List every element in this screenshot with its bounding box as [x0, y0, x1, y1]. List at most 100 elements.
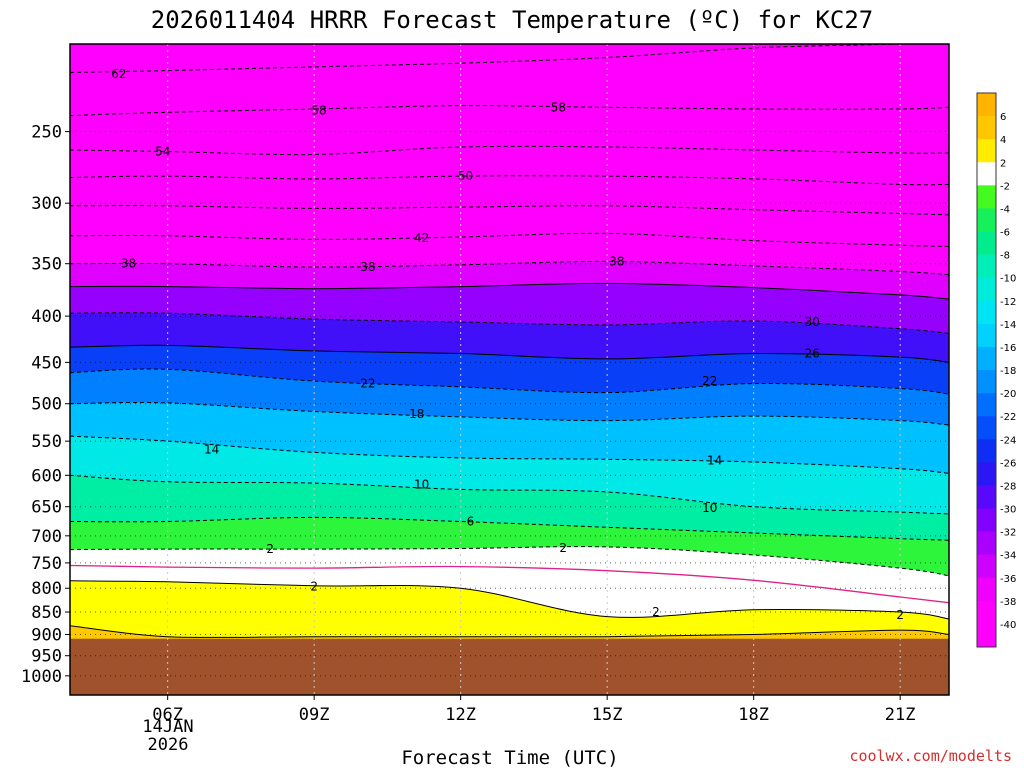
- x-date-year: 2026: [148, 735, 189, 755]
- colorbar-segment: [977, 346, 996, 371]
- isotherm-m30: [70, 312, 949, 334]
- colorbar-segment: [977, 185, 996, 209]
- x-tick-label: 06Z: [152, 705, 183, 725]
- contour-label-16: 10: [414, 477, 429, 491]
- colorbar-segment: [977, 416, 996, 440]
- contour-label-text: 6: [467, 515, 475, 529]
- contour-label-4: 50: [458, 169, 473, 183]
- contour-label-22: 2: [652, 605, 660, 619]
- colorbar-segment: [977, 208, 996, 232]
- colorbar-segment: [977, 577, 996, 602]
- colorbar-label: -2: [1000, 181, 1010, 192]
- isotherm-m62: [70, 44, 916, 73]
- isotherm-m14: [70, 435, 949, 474]
- colorbar-label: -10: [1000, 274, 1016, 285]
- isotherm-m6: [70, 516, 949, 541]
- contour-label-9: 30: [805, 315, 820, 329]
- isotherm-m54: [70, 145, 949, 156]
- contour-label-23: 2: [896, 608, 904, 622]
- contour-label-text: 42: [414, 231, 429, 245]
- isotherm-warm-2: [70, 625, 949, 638]
- colorbar-segment: [977, 300, 996, 325]
- y-tick-label: 500: [31, 395, 62, 415]
- temperature-bands: [70, 44, 949, 695]
- colorbar-segment: [977, 600, 996, 625]
- contour-label-14: 14: [204, 443, 219, 457]
- contour-label-text: 50: [458, 169, 473, 183]
- y-tick-label: 600: [31, 466, 62, 486]
- contour-label-6: 38: [121, 257, 136, 271]
- colorbar-label: 2: [1000, 158, 1006, 169]
- x-axis-ticks: 06Z 09Z 12Z 15Z 18Z 21Z: [152, 695, 916, 725]
- colorbar-label: -38: [1000, 597, 1016, 608]
- contour-label-19: 2: [266, 542, 274, 556]
- isotherm-m10: [70, 474, 949, 515]
- colorbar-label: -16: [1000, 343, 1016, 354]
- contour-label-text: 22: [702, 374, 717, 388]
- colorbar-label: -8: [1000, 251, 1010, 262]
- contour-label-text: 38: [360, 260, 375, 274]
- contour-label-1: 58: [311, 104, 326, 118]
- credit-text: coolwx.com/modelts: [849, 747, 1012, 765]
- contour-label-text: 2: [310, 579, 318, 593]
- contour-label-10: 26: [805, 347, 820, 361]
- contour-label-text: 10: [702, 501, 717, 515]
- contour-label-text: 58: [311, 104, 326, 118]
- y-tick-label: 450: [31, 353, 62, 373]
- isotherm-lines: [70, 44, 949, 638]
- y-tick-label: 900: [31, 625, 62, 645]
- y-tick-label: 800: [31, 579, 62, 599]
- contour-label-8: 38: [609, 254, 624, 268]
- colorbar-label: -4: [1000, 204, 1010, 215]
- colorbar-label: -24: [1000, 435, 1016, 446]
- colorbar-label: -40: [1000, 620, 1016, 631]
- contour-label-3: 54: [155, 145, 170, 159]
- chart-title: 2026011404 HRRR Forecast Temperature (ºC…: [151, 6, 873, 34]
- contour-label-12: 22: [702, 374, 717, 388]
- colorbar-label: -36: [1000, 574, 1016, 585]
- contour-label-text: 14: [204, 443, 219, 457]
- isotherm-m22: [70, 368, 949, 395]
- colorbar-segment: [977, 93, 996, 117]
- y-tick-label: 850: [31, 603, 62, 623]
- contour-label-text: 38: [121, 257, 136, 271]
- contour-label-text: 38: [609, 254, 624, 268]
- colorbar-label: -6: [1000, 228, 1010, 239]
- ground-surface: [70, 638, 949, 695]
- colorbar-segment: [977, 485, 996, 509]
- colorbar-segment: [977, 531, 996, 555]
- colorbar-label: -26: [1000, 458, 1016, 469]
- plot-frame: [69, 43, 950, 696]
- x-axis-label: Forecast Time (UTC): [401, 747, 618, 768]
- colorbar-segment: [977, 393, 996, 417]
- contour-label-text: 58: [551, 100, 566, 114]
- y-tick-label: 350: [31, 255, 62, 275]
- isotherm-2: [70, 580, 949, 620]
- contour-label-text: 2: [559, 541, 567, 555]
- colorbar-label: -20: [1000, 389, 1016, 400]
- colorbar-segment: [977, 139, 996, 163]
- colorbar-label: -18: [1000, 366, 1016, 377]
- isotherm-m50: [70, 175, 949, 186]
- x-date-day: 14JAN: [142, 717, 193, 737]
- colorbar-segment: [977, 231, 996, 255]
- x-tick-label: 18Z: [738, 705, 769, 725]
- colorbar-label: -22: [1000, 412, 1016, 423]
- contour-label-18: 6: [467, 515, 475, 529]
- isotherm-m38: [70, 260, 949, 276]
- isotherm-m26: [70, 344, 949, 363]
- contour-label-text: 2: [652, 605, 660, 619]
- y-tick-label: 550: [31, 432, 62, 452]
- x-tick-label: 21Z: [885, 705, 916, 725]
- contour-label-5: 42: [414, 231, 429, 245]
- isotherm-m18: [70, 401, 949, 426]
- contour-label-13: 18: [409, 407, 424, 421]
- contour-label-2: 58: [551, 100, 566, 114]
- isotherm-m46: [70, 205, 949, 216]
- contour-label-text: 30: [805, 315, 820, 329]
- colorbar-label: -34: [1000, 551, 1016, 562]
- y-tick-label: 300: [31, 194, 62, 214]
